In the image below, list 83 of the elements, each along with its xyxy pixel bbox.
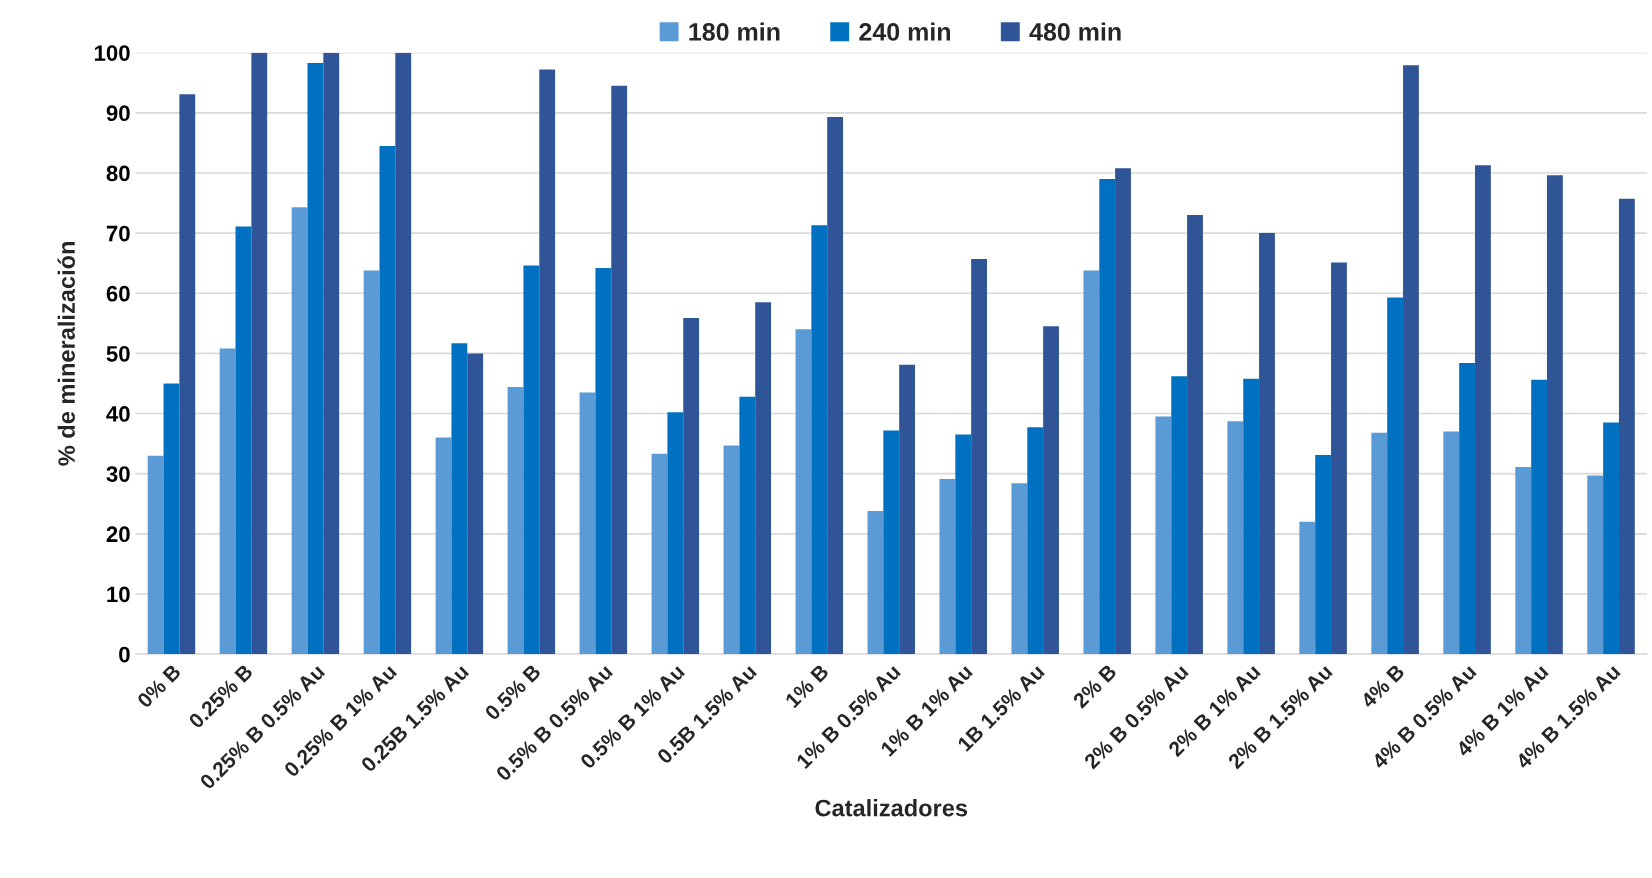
bar [395, 52, 412, 655]
y-tick-label: 30 [106, 466, 130, 482]
bar [1083, 270, 1100, 655]
bar [683, 317, 700, 655]
bar [883, 430, 900, 655]
y-tick-label: 50 [106, 345, 130, 362]
bar [955, 434, 972, 655]
bar [251, 52, 268, 655]
bar [291, 207, 308, 655]
bar [323, 52, 340, 655]
bar [1155, 416, 1172, 655]
bar [595, 267, 612, 655]
bar [755, 302, 772, 655]
x-tick-label: 1% B [784, 663, 830, 709]
bar [939, 479, 956, 655]
bar [307, 62, 324, 655]
bar [1443, 431, 1460, 655]
bar [1115, 168, 1131, 655]
bar [1243, 378, 1260, 655]
bar [1459, 363, 1476, 655]
bar [219, 348, 236, 655]
bar [1515, 467, 1532, 655]
bar [435, 437, 452, 655]
x-axis-title: Catalizadores [815, 799, 968, 817]
bar [899, 364, 916, 655]
bar [467, 353, 484, 655]
bar [611, 85, 628, 655]
bar [1546, 175, 1563, 655]
y-tick-label: 60 [106, 285, 130, 302]
y-tick-label: 100 [94, 45, 130, 61]
bar [235, 226, 252, 655]
bar [1027, 427, 1044, 655]
bar [1587, 475, 1604, 655]
bar [1227, 421, 1244, 655]
bar [1331, 262, 1347, 655]
bar [1299, 521, 1316, 655]
bar [451, 343, 468, 655]
bar [147, 455, 164, 655]
bar [163, 383, 180, 655]
bar [739, 396, 756, 655]
bar [1387, 297, 1404, 655]
legend-label: 480 min [1029, 22, 1121, 41]
bar [651, 453, 668, 655]
y-tick-label: 10 [107, 586, 130, 603]
x-tick-label: 2% B [1072, 663, 1118, 709]
bar [1475, 165, 1491, 655]
bar [867, 510, 884, 655]
bar [827, 117, 844, 655]
bar [507, 387, 524, 655]
y-tick-label: 0 [119, 646, 130, 663]
x-tick-label: 4% B [1359, 663, 1406, 710]
y-axis-title: % de mineralización [57, 242, 75, 466]
legend-label: 180 min [689, 22, 780, 41]
y-tick-label: 80 [106, 165, 130, 182]
bar [1618, 198, 1635, 655]
bar [363, 270, 380, 655]
bar [539, 69, 556, 655]
x-tick-label: 0% B [136, 663, 182, 709]
y-tick-label: 90 [106, 105, 130, 122]
bar [1043, 326, 1059, 655]
bar [523, 265, 540, 655]
legend-label: 240 min [859, 22, 951, 41]
bar [667, 412, 684, 655]
bar [1603, 422, 1619, 655]
bar [811, 225, 828, 655]
bar [179, 94, 196, 655]
y-tick-label: 40 [106, 406, 130, 422]
bar [723, 445, 740, 655]
bar [1171, 376, 1188, 655]
bar [1403, 65, 1419, 655]
bar [971, 258, 987, 655]
bar [795, 329, 812, 655]
bar [1259, 233, 1275, 655]
y-tick-label: 70 [106, 225, 130, 242]
bar [1315, 455, 1332, 655]
bar [1011, 483, 1028, 655]
bar [1531, 379, 1547, 655]
bar [1187, 215, 1203, 655]
bar [379, 145, 396, 655]
bar [1099, 178, 1116, 655]
y-tick-label: 20 [106, 526, 130, 543]
bar [1371, 432, 1388, 655]
bar [579, 392, 596, 655]
